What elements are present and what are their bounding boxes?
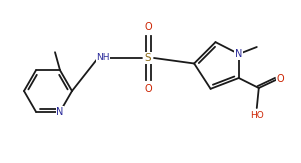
Text: N: N [235, 49, 243, 59]
Text: NH: NH [96, 53, 110, 62]
Text: S: S [145, 53, 151, 63]
Text: N: N [56, 107, 64, 117]
Text: O: O [144, 84, 152, 94]
Text: O: O [144, 22, 152, 32]
Text: HO: HO [250, 111, 264, 119]
Text: O: O [277, 74, 285, 84]
